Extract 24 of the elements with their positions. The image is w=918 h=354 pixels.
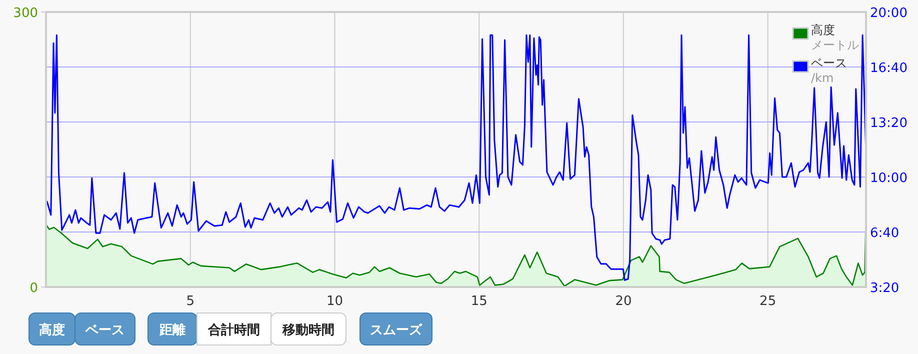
x-tick-label: 10 [326, 294, 344, 309]
y2-tick-label: 13:20 [870, 116, 908, 131]
y-tick-label: 300 [13, 6, 38, 21]
button: 距離 [148, 312, 198, 346]
x-tick-label: 5 [186, 294, 195, 309]
x-tick-label: 25 [760, 294, 776, 309]
legend-label: ベース [811, 56, 847, 70]
legend-label: 高度 [811, 23, 835, 37]
line-series [46, 34, 866, 281]
button: 合計時間 [196, 312, 272, 346]
x-tick-label: 20 [615, 294, 632, 309]
y2-tick-label: 20:00 [870, 6, 908, 21]
button: 高度 [28, 312, 76, 346]
button: ベース [74, 312, 136, 346]
x-tick-label: 15 [470, 294, 488, 309]
button: 移動時間 [270, 312, 346, 346]
y2-tick-label: 10:00 [870, 171, 908, 186]
y-tick-label: 0 [30, 281, 38, 296]
y2-tick-label: 3:20 [870, 281, 900, 296]
annotation: メートル [811, 38, 859, 52]
annotation: /km [811, 71, 834, 85]
y2-tick-label: 16:40 [870, 61, 908, 76]
y2-tick-label: 6:40 [870, 226, 900, 241]
button: スムーズ [360, 312, 432, 346]
